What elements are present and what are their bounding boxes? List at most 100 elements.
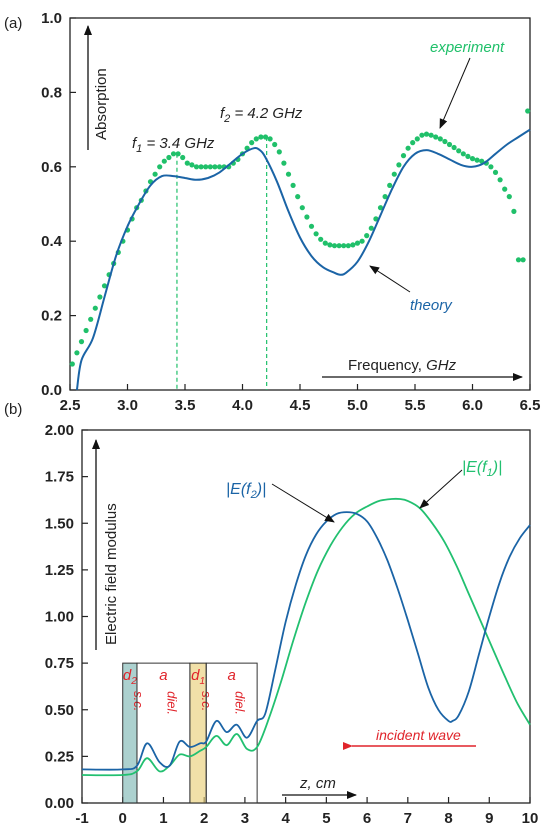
experiment-point bbox=[465, 153, 471, 159]
experiment-point bbox=[69, 361, 75, 367]
experiment-point bbox=[525, 108, 531, 114]
e-f1-pointer bbox=[419, 469, 463, 509]
experiment-annotation: experiment bbox=[430, 39, 505, 56]
layer-material-label: diel. bbox=[164, 691, 179, 715]
x-tick-label: 7 bbox=[404, 810, 412, 827]
y-tick-label: 1.00 bbox=[45, 609, 74, 626]
y-tick-label: 0.8 bbox=[41, 84, 62, 101]
incident-wave-label: incident wave bbox=[376, 727, 461, 743]
theory-curve bbox=[75, 128, 531, 391]
y-tick-label: 0.6 bbox=[41, 159, 62, 176]
experiment-point bbox=[290, 182, 296, 188]
y-tick-label: 2.00 bbox=[45, 422, 74, 439]
experiment-point bbox=[382, 194, 388, 200]
z-axis-label: z, cm bbox=[299, 775, 336, 792]
experiment-point bbox=[414, 136, 420, 142]
experiment-point bbox=[373, 216, 379, 222]
experiment-point bbox=[258, 134, 264, 140]
experiment-point bbox=[327, 242, 333, 248]
experiment-point bbox=[304, 214, 310, 220]
experiment-point bbox=[520, 257, 526, 263]
experiment-point bbox=[267, 136, 273, 142]
x-tick-label: 1 bbox=[159, 810, 167, 827]
x-tick-label: 5 bbox=[322, 810, 330, 827]
experiment-point bbox=[437, 136, 443, 142]
experiment-point bbox=[101, 283, 108, 289]
x-tick-label: 5.5 bbox=[405, 397, 426, 414]
experiment-point bbox=[515, 257, 522, 263]
y-tick-label: 0.75 bbox=[45, 655, 74, 672]
y-tick-label: 0.2 bbox=[41, 308, 62, 325]
experiment-point bbox=[78, 339, 85, 345]
experiment-point bbox=[479, 158, 485, 164]
x-tick-label: 3.0 bbox=[117, 397, 138, 414]
experiment-point bbox=[474, 157, 480, 163]
experiment-point bbox=[345, 243, 351, 249]
y-tick-label: 1.0 bbox=[41, 10, 62, 27]
layer-box bbox=[205, 662, 258, 804]
experiment-point bbox=[419, 132, 425, 138]
e-f1-annotation: |E(f1)| bbox=[462, 459, 502, 479]
experiment-point bbox=[341, 243, 347, 249]
experiment-series bbox=[69, 108, 531, 367]
experiment-point bbox=[272, 141, 278, 148]
field-f1-curve bbox=[81, 497, 531, 777]
y-tick-label: 0.00 bbox=[45, 795, 74, 812]
x-tick-label: 4 bbox=[281, 810, 290, 827]
experiment-point bbox=[83, 327, 89, 334]
frequency-axis-label: Frequency, GHz bbox=[348, 357, 457, 374]
panel-b-frame bbox=[81, 429, 531, 804]
experiment-point bbox=[212, 164, 218, 170]
experiment-point bbox=[157, 164, 163, 170]
x-tick-label: 6.5 bbox=[520, 397, 541, 414]
experiment-point bbox=[184, 160, 190, 166]
experiment-point bbox=[313, 231, 319, 237]
x-tick-label: 9 bbox=[485, 810, 493, 827]
y-tick-label: 0.0 bbox=[41, 382, 62, 399]
experiment-point bbox=[405, 145, 411, 151]
experiment-point bbox=[299, 205, 305, 211]
y-tick-label: 1.25 bbox=[45, 562, 74, 579]
x-tick-label: 3 bbox=[241, 810, 249, 827]
x-tick-label: 4.5 bbox=[290, 397, 311, 414]
panel-b-label: (b) bbox=[4, 401, 22, 418]
f2-annotation: f2 = 4.2 GHz bbox=[220, 105, 303, 125]
experiment-point bbox=[396, 162, 402, 168]
absorption-axis-label: Absorption bbox=[93, 68, 110, 140]
experiment-point bbox=[253, 136, 259, 142]
experiment-point bbox=[175, 151, 181, 157]
x-tick-label: 10 bbox=[522, 810, 539, 827]
field-f2-curve bbox=[81, 511, 531, 771]
experiment-point bbox=[488, 164, 494, 170]
x-tick-label: 2 bbox=[200, 810, 208, 827]
experiment-point bbox=[442, 138, 448, 145]
theory-pointer bbox=[369, 265, 411, 293]
experiment-point bbox=[285, 171, 292, 177]
field-axis-label: Electric field modulus bbox=[103, 503, 120, 645]
experiment-point bbox=[377, 205, 384, 211]
x-tick-label: 2.5 bbox=[60, 397, 81, 414]
y-tick-label: 0.4 bbox=[41, 233, 63, 250]
x-tick-label: 8 bbox=[444, 810, 452, 827]
experiment-point bbox=[170, 151, 177, 157]
e-f2-annotation: |E(f2)| bbox=[226, 481, 266, 501]
experiment-point bbox=[506, 194, 512, 200]
experiment-point bbox=[180, 154, 186, 161]
experiment-point bbox=[368, 225, 374, 231]
experiment-point bbox=[322, 240, 328, 246]
panel-a-label: (a) bbox=[4, 15, 22, 32]
layer-thickness-label: d2 bbox=[123, 667, 137, 687]
experiment-point bbox=[193, 164, 200, 170]
layer-material-label: diel. bbox=[233, 691, 248, 715]
x-tick-label: 0 bbox=[119, 810, 127, 827]
x-tick-label: 4.0 bbox=[232, 397, 253, 414]
experiment-point bbox=[460, 151, 466, 157]
x-tick-label: 3.5 bbox=[175, 397, 196, 414]
x-tick-label: 6 bbox=[363, 810, 371, 827]
experiment-point bbox=[423, 131, 430, 137]
layer-material-label: s.c. bbox=[131, 691, 146, 711]
experiment-point bbox=[198, 164, 204, 170]
experiment-point bbox=[350, 242, 356, 248]
